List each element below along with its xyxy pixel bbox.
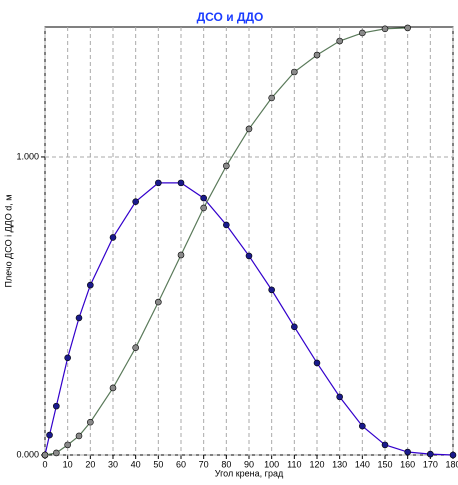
x-tick-label: 10	[63, 459, 73, 469]
data-point	[404, 448, 411, 456]
data-point	[313, 51, 321, 59]
y-tick-label: 1.000	[16, 151, 39, 161]
data-point	[359, 422, 366, 430]
data-point	[46, 431, 53, 439]
x-tick-label: 100	[264, 459, 279, 469]
data-point	[381, 441, 389, 449]
x-tick-label: 0	[42, 459, 47, 469]
data-point	[223, 162, 230, 170]
data-point	[155, 298, 162, 306]
data-point	[87, 418, 94, 426]
data-point	[132, 198, 139, 205]
data-point	[109, 384, 117, 392]
y-axis-label: Плечо ДСО і ДДО d, м	[3, 195, 13, 288]
x-tick-label: 150	[377, 459, 392, 469]
data-point	[291, 323, 298, 331]
y-tick-label: 0.000	[16, 449, 39, 459]
data-point	[41, 451, 49, 459]
x-tick-label: 170	[423, 459, 438, 469]
data-point	[245, 125, 253, 133]
x-tick-label: 80	[221, 459, 231, 469]
data-point	[177, 251, 185, 259]
data-point	[291, 68, 298, 76]
data-point	[53, 402, 60, 410]
x-tick-label: 130	[332, 459, 347, 469]
data-point	[336, 37, 343, 45]
data-point	[427, 450, 434, 458]
data-point	[87, 281, 94, 289]
data-point	[200, 204, 207, 212]
data-point	[64, 441, 71, 449]
data-point	[53, 449, 60, 457]
data-point	[223, 221, 230, 229]
x-tick-label: 40	[131, 459, 141, 469]
x-tick-label: 60	[176, 459, 186, 469]
data-point	[359, 29, 366, 37]
x-tick-label: 180	[445, 459, 458, 469]
data-point	[109, 234, 117, 241]
data-point	[381, 25, 389, 33]
data-point	[177, 179, 185, 187]
x-tick-label: 110	[287, 459, 301, 469]
data-point	[268, 286, 275, 294]
data-point	[245, 252, 253, 260]
data-point	[64, 354, 71, 362]
data-point	[155, 179, 162, 187]
x-tick-label: 90	[244, 459, 254, 469]
data-point	[75, 432, 83, 440]
data-point	[336, 393, 343, 401]
data-point	[404, 24, 411, 32]
data-point	[268, 94, 275, 102]
x-tick-label: 120	[309, 459, 324, 469]
x-tick-label: 70	[199, 459, 209, 469]
data-point	[313, 359, 321, 367]
x-tick-label: 20	[85, 459, 95, 469]
data-point	[449, 451, 457, 459]
x-axis-label: Угол крена, град	[215, 468, 284, 478]
chart-title: ДСО и ДДО	[197, 10, 264, 24]
x-tick-label: 50	[153, 459, 163, 469]
series-line	[44, 182, 454, 456]
x-tick-label: 30	[108, 459, 118, 469]
x-tick-label: 140	[355, 459, 370, 469]
data-point	[132, 344, 139, 352]
data-point	[75, 314, 83, 322]
data-point	[200, 194, 207, 202]
x-tick-label: 160	[400, 459, 415, 469]
